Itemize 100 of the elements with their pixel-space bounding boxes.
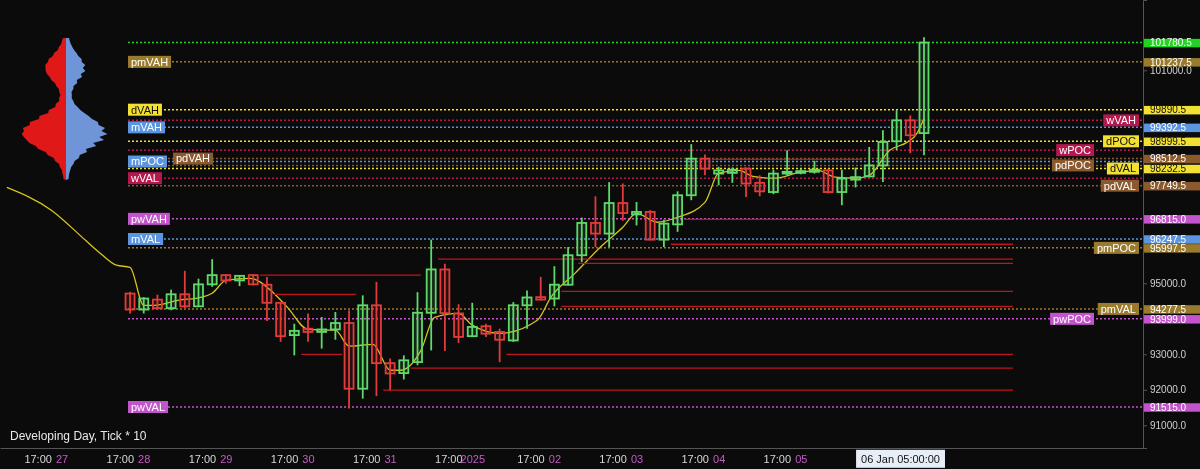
ref-line-label: pmVAL [1100, 302, 1136, 315]
y-tick-label: 95997.5 [1150, 242, 1187, 254]
candlestick [425, 238, 437, 352]
candlestick [699, 153, 711, 177]
candlestick [590, 195, 601, 248]
ref-line-label: mVAH [131, 121, 163, 134]
candlestick [206, 258, 218, 288]
candlestick [535, 275, 547, 302]
x-tick-label: 06 Jan 05:00:00 [861, 452, 940, 465]
candlestick [138, 296, 150, 315]
candlestick [384, 357, 396, 392]
candlestick [261, 275, 273, 322]
y-tick-label: 101780.5 [1150, 37, 1193, 49]
y-tick-label: 93000.0 [1150, 348, 1187, 360]
candlestick [343, 309, 355, 410]
ref-line-label: pwPOC [1053, 312, 1092, 325]
candlestick [480, 322, 492, 338]
y-tick-label: 92000.0 [1150, 384, 1187, 396]
x-tick-label: 17:00 [599, 452, 627, 465]
x-tick-label: 17:00 [24, 452, 52, 465]
y-tick-label: 97749.5 [1150, 180, 1187, 192]
candlestick [918, 36, 930, 157]
ref-line-label: pdVAH [176, 152, 211, 165]
ref-line-label: pmPOC [1096, 241, 1137, 254]
candlestick [371, 280, 382, 398]
candlestick [302, 312, 314, 343]
y-tick-label: 99890.5 [1150, 104, 1187, 116]
candlestick [329, 311, 341, 341]
candlestick [275, 301, 287, 343]
y-tick-label: 98512.5 [1150, 153, 1187, 165]
y-tick-label: 99392.5 [1150, 122, 1187, 134]
ref-line-label: pwVAH [131, 212, 167, 225]
candlestick [179, 269, 191, 310]
candlestick [124, 290, 136, 315]
candlestick [398, 354, 410, 381]
candlestick [877, 129, 889, 184]
x-tick-label: 28 [138, 452, 151, 465]
y-tick-label: 91515.0 [1150, 401, 1187, 413]
candlestick [822, 167, 834, 195]
candlestick [672, 190, 683, 233]
x-tick-label: 02 [548, 452, 562, 465]
y-tick-label: 98999.5 [1150, 136, 1187, 147]
candlestick [658, 218, 670, 248]
candlestick [863, 146, 875, 179]
ref-line-label: dVAH [131, 103, 159, 116]
x-tick-label: 17:00 [270, 452, 299, 465]
x-tick-label: 2025 [460, 452, 485, 465]
ref-line-label: dVAL [1109, 162, 1136, 175]
candlestick [631, 201, 642, 227]
candlestick [288, 322, 300, 357]
ref-line-label: mPOC [131, 155, 165, 168]
ref-line-label: wVAH [1105, 114, 1137, 127]
candlestick [904, 114, 916, 155]
candlestick [603, 181, 615, 248]
y-tick-label: 91000.0 [1150, 419, 1187, 431]
candlestick [412, 291, 423, 367]
y-tick-label: 98232.5 [1150, 163, 1187, 175]
x-tick-label: 17:00 [188, 452, 217, 465]
x-tick-label: 17:00 [681, 452, 709, 465]
annotation: Developing Day, Tick * 10 [10, 429, 147, 443]
candlestick [439, 262, 451, 352]
ref-line-label: wVAL [130, 172, 159, 185]
x-tick-label: 31 [384, 452, 397, 465]
candlestick [740, 166, 752, 198]
ref-line-label: dPOC [1106, 135, 1137, 148]
y-tick-label: 96815.0 [1150, 213, 1187, 225]
x-tick-label: 17:00 [763, 452, 792, 465]
x-tick-label: 17:00 [517, 452, 545, 465]
candlestick [562, 246, 574, 287]
candlestick [494, 327, 506, 363]
ref-line-label: pmVAH [131, 55, 169, 68]
candlestick [247, 273, 259, 287]
candlestick [548, 265, 560, 308]
ref-line-label: pdVAL [1103, 179, 1136, 192]
x-tick-label: 29 [220, 452, 233, 465]
candlestick [754, 174, 766, 198]
candlestick [685, 143, 697, 202]
ref-line-label: wPOC [1058, 144, 1092, 157]
ref-line-label: mVAL [131, 232, 161, 245]
candlestick [644, 209, 656, 242]
candlestick [726, 166, 738, 184]
x-tick-label: 17:00 [352, 452, 381, 465]
candlestick [466, 301, 478, 338]
x-tick-label: 04 [713, 452, 726, 465]
y-tick-label: 96247.5 [1150, 233, 1187, 245]
candlestick [316, 316, 328, 350]
candlestick [768, 168, 779, 196]
candlestick [850, 166, 861, 189]
x-tick-label: 30 [302, 452, 315, 465]
candlestick [576, 216, 588, 263]
x-tick-label: 17:00 [106, 452, 135, 465]
x-tick-label: 05 [795, 452, 808, 465]
ref-line-label: pwVAL [131, 400, 166, 413]
x-tick-label: 03 [630, 452, 644, 465]
y-tick-label: 94277.5 [1150, 303, 1187, 315]
candlestick [617, 182, 629, 222]
candlestick [891, 109, 903, 152]
x-tick-label: 27 [55, 452, 69, 465]
candlestick [507, 301, 519, 343]
candlestick [357, 294, 369, 400]
